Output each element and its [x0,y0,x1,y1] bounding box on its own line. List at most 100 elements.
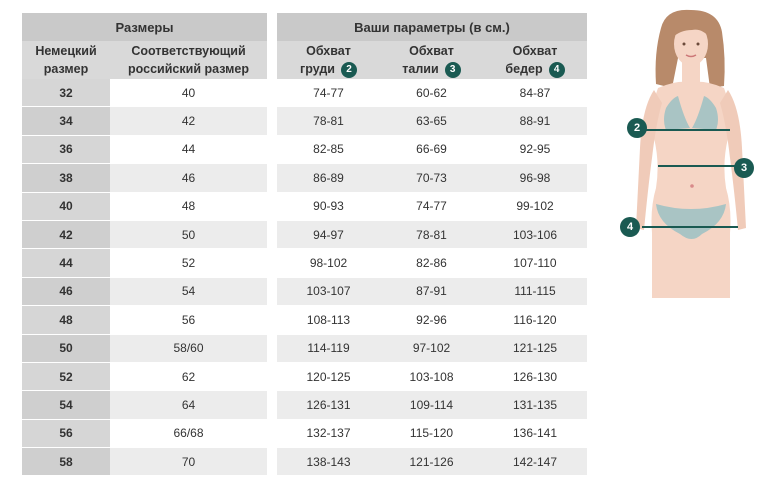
german-size-cell: 42 [22,220,110,250]
waist-cell: 66-69 [380,135,483,165]
params-table-body: 74-77 60-62 84-87 78-81 63-65 88-91 82-85 66-69… [277,79,588,477]
table-row: 56 66/68 [22,419,268,449]
table-row: 38 46 [22,163,268,193]
german-size-cell: 46 [22,277,110,307]
table-row: 44 52 [22,248,268,278]
table-row: 34 42 [22,106,268,136]
hips-cell: 126-130 [483,362,588,392]
sizes-table-title: Размеры [22,13,268,41]
hips-cell: 142-147 [483,447,588,477]
bikini-top-left [664,96,690,130]
params-table: Ваши параметры (в см.) Обхват груди 2 Обх… [277,13,588,477]
russian-size-cell: 52 [110,248,268,278]
german-size-cell: 44 [22,248,110,278]
hips-header-line1: Обхват [512,44,558,58]
german-size-header-line2: размер [43,62,89,76]
face-shape [674,22,708,66]
chest-cell: 108-113 [277,305,380,335]
chest-cell: 74-77 [277,79,380,108]
hips-cell: 103-106 [483,220,588,250]
german-size-cell: 48 [22,305,110,335]
chest-cell: 126-131 [277,390,380,420]
hips-cell: 136-141 [483,419,588,449]
hips-cell: 107-110 [483,248,588,278]
table-row: 74-77 60-62 84-87 [277,79,588,108]
waist-cell: 109-114 [380,390,483,420]
waist-number-badge: 3 [444,61,461,78]
german-size-cell: 32 [22,79,110,108]
chest-number-badge: 2 [340,61,357,78]
russian-size-cell: 64 [110,390,268,420]
russian-size-cell: 50 [110,220,268,250]
german-size-cell: 36 [22,135,110,165]
table-row: 42 50 [22,220,268,250]
chest-header: Обхват груди 2 [277,41,380,79]
waist-header: Обхват талии 3 [380,41,483,79]
german-size-header-line1: Немецкий [35,44,97,58]
table-row: 52 62 [22,362,268,392]
sizes-table-body: 32 40 34 42 36 44 38 46 40 48 42 50 44 52 46 54 48 56 50 58… [22,79,268,477]
hips-marker-badge: 4 [620,217,640,237]
chest-cell: 98-102 [277,248,380,278]
hips-header: Обхват бедер 4 [483,41,588,79]
russian-size-cell: 54 [110,277,268,307]
german-size-cell: 56 [22,419,110,449]
waist-cell: 121-126 [380,447,483,477]
hips-cell: 88-91 [483,106,588,136]
table-row: 138-143 121-126 142-147 [277,447,588,477]
torso-shape [651,81,731,298]
chest-cell: 120-125 [277,362,380,392]
table-row: 132-137 115-120 136-141 [277,419,588,449]
table-row: 32 40 [22,79,268,108]
russian-size-cell: 66/68 [110,419,268,449]
hips-header-line2: бедер [505,62,543,76]
german-size-cell: 58 [22,447,110,477]
table-row: 108-113 92-96 116-120 [277,305,588,335]
table-row: 114-119 97-102 121-125 [277,334,588,363]
hips-cell: 121-125 [483,334,588,363]
german-size-cell: 40 [22,192,110,221]
waist-cell: 92-96 [380,305,483,335]
waist-header-line1: Обхват [409,44,454,58]
table-row: 48 56 [22,305,268,335]
russian-size-cell: 46 [110,163,268,193]
chest-marker-badge: 2 [627,118,647,138]
russian-size-cell: 70 [110,447,268,477]
params-table-title: Ваши параметры (в см.) [277,13,588,41]
german-size-header: Немецкий размер [22,41,110,79]
hips-cell: 92-95 [483,135,588,165]
table-row: 86-89 70-73 96-98 [277,163,588,193]
waist-cell: 78-81 [380,220,483,250]
sizes-table: Размеры Немецкий размер Соответствующий … [22,13,268,477]
hips-number-badge: 4 [548,61,565,78]
bikini-top-right [692,96,718,130]
waist-cell: 115-120 [380,419,483,449]
russian-size-cell: 42 [110,106,268,136]
body-measurement-figure: 2 3 4 [606,8,778,308]
body-illustration [636,9,746,298]
russian-size-header-line2: российский размер [128,62,249,76]
waist-header-line2: талии [402,62,439,76]
hips-cell: 96-98 [483,163,588,193]
chest-cell: 103-107 [277,277,380,307]
german-size-cell: 50 [22,334,110,363]
russian-size-cell: 58/60 [110,334,268,363]
hips-cell: 111-115 [483,277,588,307]
table-row: 40 48 [22,192,268,221]
russian-size-header-line1: Соответствующий [131,44,246,58]
german-size-cell: 34 [22,106,110,136]
russian-size-cell: 56 [110,305,268,335]
hips-cell: 131-135 [483,390,588,420]
table-row: 98-102 82-86 107-110 [277,248,588,278]
chest-cell: 86-89 [277,163,380,193]
chest-cell: 78-81 [277,106,380,136]
waist-cell: 63-65 [380,106,483,136]
german-size-cell: 52 [22,362,110,392]
table-row: 78-81 63-65 88-91 [277,106,588,136]
waist-cell: 74-77 [380,192,483,221]
table-row: 36 44 [22,135,268,165]
russian-size-cell: 62 [110,362,268,392]
waist-marker-badge: 3 [734,158,754,178]
chest-cell: 132-137 [277,419,380,449]
table-row: 58 70 [22,447,268,477]
